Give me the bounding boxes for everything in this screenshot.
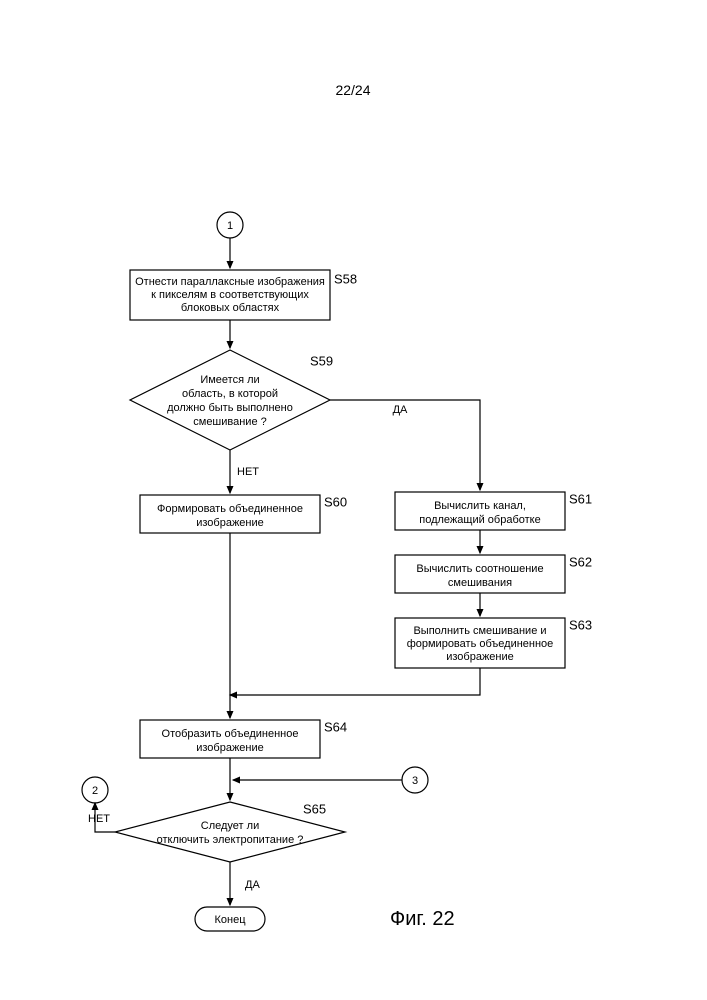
svg-text:изображение: изображение <box>196 517 264 529</box>
svg-text:должно быть выполнено: должно быть выполнено <box>167 402 293 414</box>
svg-text:ДА: ДА <box>245 879 260 891</box>
label-s62: S62 <box>569 554 592 569</box>
figure-label: Фиг. 22 <box>390 908 455 930</box>
svg-text:ДА: ДА <box>393 404 408 416</box>
edge-s59-no: НЕТ <box>230 450 259 493</box>
label-s59: S59 <box>310 353 333 368</box>
node-s64: Отобразить объединенное изображение S64 <box>140 719 347 758</box>
svg-text:Вычислить канал,: Вычислить канал, <box>434 500 526 512</box>
node-end: Конец <box>195 907 265 931</box>
label-s58: S58 <box>334 271 357 286</box>
svg-text:НЕТ: НЕТ <box>88 813 110 825</box>
connector-2-label: 2 <box>92 785 98 797</box>
label-s63: S63 <box>569 617 592 632</box>
connector-1: 1 <box>217 212 243 238</box>
label-s61: S61 <box>569 491 592 506</box>
connector-3-label: 3 <box>412 775 418 787</box>
node-s61: Вычислить канал, подлежащий обработке S6… <box>395 491 592 530</box>
edge-s65-no: НЕТ <box>88 803 115 832</box>
svg-text:к пикселям в соответствующих: к пикселям в соответствующих <box>151 289 309 301</box>
svg-text:смешивание ?: смешивание ? <box>193 416 267 428</box>
node-s59: Имеется ли область, в которой должно быт… <box>130 350 333 450</box>
connector-1-label: 1 <box>227 220 233 232</box>
svg-text:блоковых областях: блоковых областях <box>181 302 280 314</box>
node-s62: Вычислить соотношение смешивания S62 <box>395 554 592 593</box>
node-s65: Следует ли отключить электропитание ? S6… <box>115 801 345 862</box>
svg-text:Выполнить смешивание и: Выполнить смешивание и <box>413 625 546 637</box>
connector-2: 2 <box>82 777 108 803</box>
node-s60: Формировать объединенное изображение S60 <box>140 494 347 533</box>
svg-text:НЕТ: НЕТ <box>237 466 259 478</box>
svg-text:отключить электропитание ?: отключить электропитание ? <box>157 834 304 846</box>
svg-text:Вычислить соотношение: Вычислить соотношение <box>416 563 543 575</box>
edge-s63-merge <box>230 668 480 695</box>
connector-3: 3 <box>402 767 428 793</box>
edge-s65-yes: ДА <box>230 862 260 905</box>
svg-text:Имеется ли: Имеется ли <box>200 374 259 386</box>
page-number: 22/24 <box>335 82 370 98</box>
flowchart-canvas: 22/24 1 Отнести параллаксные изображения… <box>0 0 707 1000</box>
edge-s59-yes: ДА <box>330 400 480 490</box>
svg-text:Конец: Конец <box>214 914 246 926</box>
svg-text:Формировать объединенное: Формировать объединенное <box>157 503 303 515</box>
svg-text:смешивания: смешивания <box>448 577 512 589</box>
svg-text:область, в которой: область, в которой <box>182 388 278 400</box>
svg-text:подлежащий обработке: подлежащий обработке <box>419 514 540 526</box>
label-s60: S60 <box>324 494 347 509</box>
svg-text:изображение: изображение <box>196 742 264 754</box>
label-s65: S65 <box>303 801 326 816</box>
svg-text:изображение: изображение <box>446 651 514 663</box>
label-s64: S64 <box>324 719 347 734</box>
node-s58: Отнести параллаксные изображения к пиксе… <box>130 270 357 320</box>
svg-text:Отобразить объединенное: Отобразить объединенное <box>162 728 299 740</box>
svg-text:формировать объединенное: формировать объединенное <box>407 638 554 650</box>
node-s63: Выполнить смешивание и формировать объед… <box>395 617 592 668</box>
svg-text:Следует ли: Следует ли <box>201 820 259 832</box>
svg-text:Отнести параллаксные изображен: Отнести параллаксные изображения <box>135 276 325 288</box>
